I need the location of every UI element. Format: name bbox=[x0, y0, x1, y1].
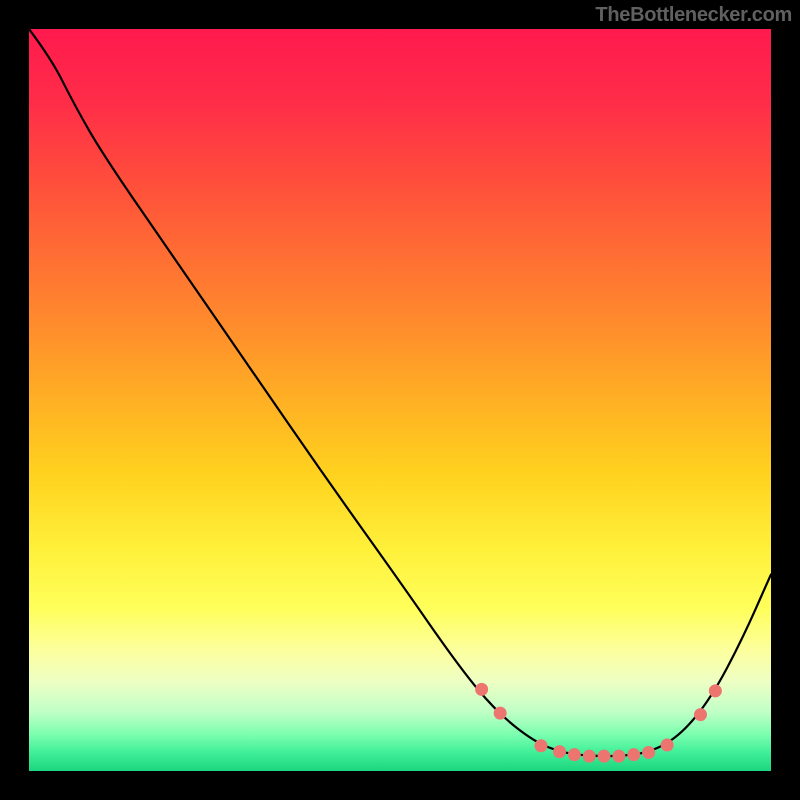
data-marker bbox=[583, 750, 596, 763]
data-marker bbox=[612, 750, 625, 763]
data-marker bbox=[475, 683, 488, 696]
chart-plot-area bbox=[29, 29, 771, 771]
data-marker bbox=[627, 748, 640, 761]
data-marker bbox=[534, 739, 547, 752]
bottleneck-curve-chart bbox=[29, 29, 771, 771]
data-marker bbox=[494, 707, 507, 720]
data-marker bbox=[642, 746, 655, 759]
gradient-background bbox=[29, 29, 771, 771]
data-marker bbox=[598, 750, 611, 763]
data-marker bbox=[661, 739, 674, 752]
data-marker bbox=[709, 684, 722, 697]
data-marker bbox=[568, 748, 581, 761]
data-marker bbox=[694, 708, 707, 721]
data-marker bbox=[553, 745, 566, 758]
watermark-text: TheBottlenecker.com bbox=[595, 4, 792, 27]
